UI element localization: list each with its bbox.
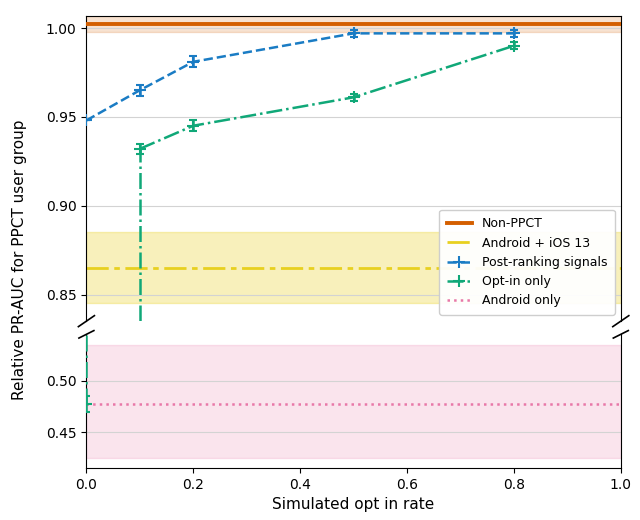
Bar [86, 16, 621, 32]
Bar [86, 345, 621, 458]
Text: Relative PR-AUC for PPCT user group: Relative PR-AUC for PPCT user group [12, 120, 27, 400]
Legend: Non-PPCT, Android + iOS 13, Post-ranking signals, Opt-in only, Android only: Non-PPCT, Android + iOS 13, Post-ranking… [439, 210, 614, 315]
Bar [86, 232, 621, 303]
X-axis label: Simulated opt in rate: Simulated opt in rate [273, 497, 435, 512]
